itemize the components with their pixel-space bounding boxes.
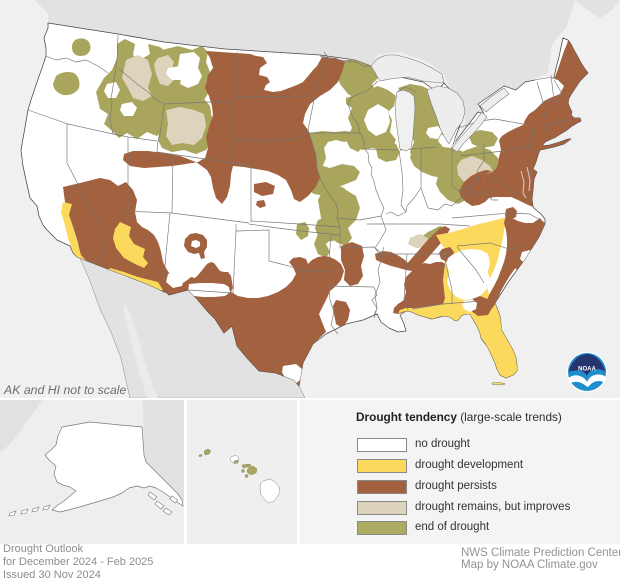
- svg-text:NOAA: NOAA: [578, 367, 596, 373]
